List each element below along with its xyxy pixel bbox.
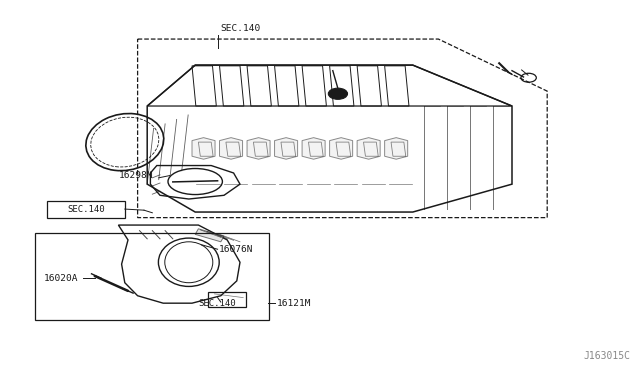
Text: SEC.140: SEC.140: [67, 205, 104, 214]
Text: 16298M: 16298M: [118, 171, 153, 180]
Polygon shape: [302, 138, 325, 159]
Text: 16020A: 16020A: [44, 274, 78, 283]
Polygon shape: [357, 138, 380, 159]
Text: SEC.140: SEC.140: [198, 299, 236, 308]
Polygon shape: [192, 138, 215, 159]
Text: J163015C: J163015C: [584, 352, 630, 361]
Text: 16121M: 16121M: [276, 299, 311, 308]
Polygon shape: [275, 138, 298, 159]
Text: 16076N: 16076N: [219, 245, 253, 254]
Polygon shape: [330, 138, 353, 159]
Circle shape: [328, 88, 348, 99]
Polygon shape: [385, 138, 408, 159]
Text: SEC.140: SEC.140: [221, 25, 261, 33]
Polygon shape: [247, 138, 270, 159]
Polygon shape: [220, 138, 243, 159]
Polygon shape: [195, 229, 224, 242]
